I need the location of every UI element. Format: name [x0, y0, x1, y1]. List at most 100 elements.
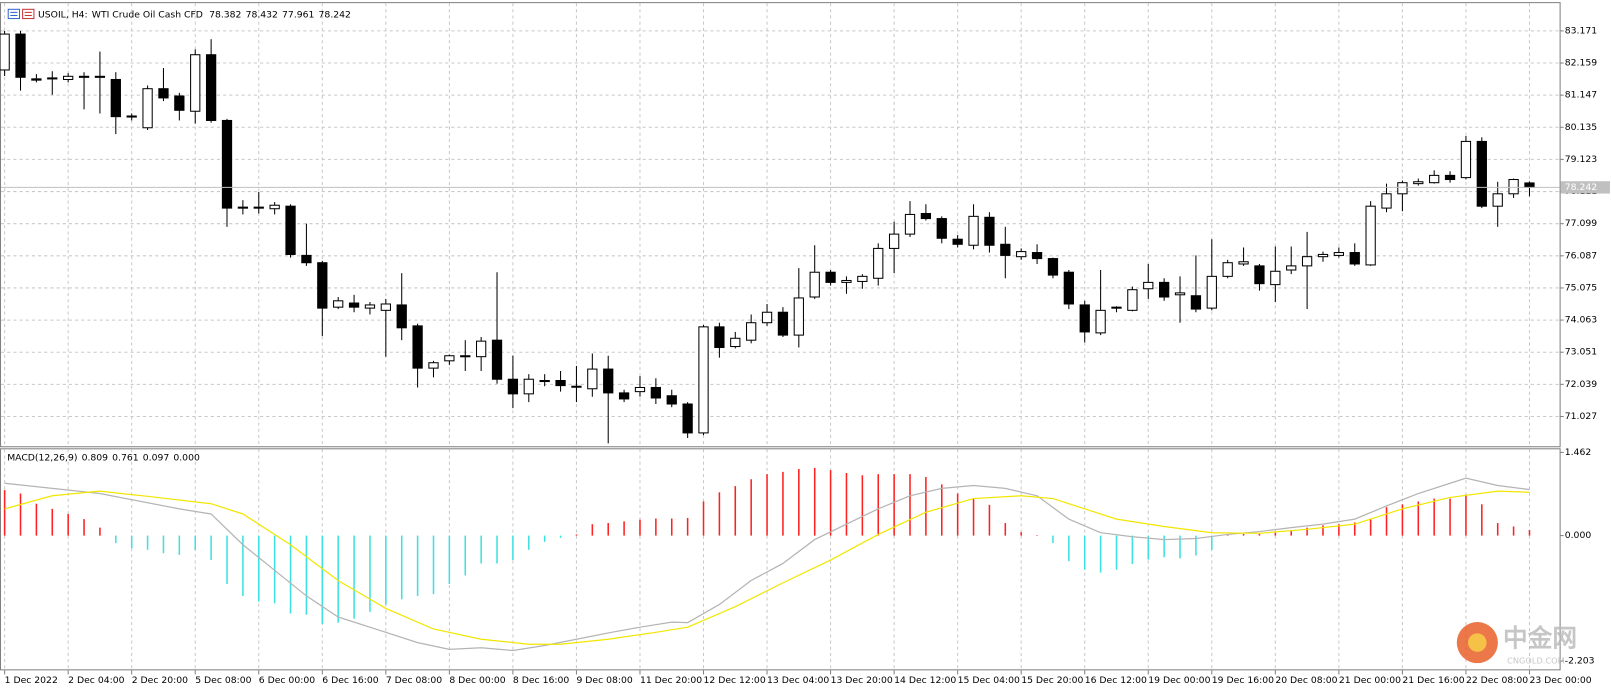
candle-body: [126, 115, 137, 118]
candle-body: [412, 325, 423, 369]
candle-body: [0, 33, 10, 71]
candle-body: [587, 368, 598, 390]
x-tick-label: 11 Dec 20:00: [640, 675, 702, 686]
candle-body: [571, 385, 582, 388]
x-tick-label: 6 Dec 00:00: [259, 675, 315, 686]
x-tick-label: 21 Dec 16:00: [1402, 675, 1464, 686]
candle-body: [1047, 258, 1059, 276]
candle-body: [825, 271, 836, 283]
candle-body: [793, 297, 804, 336]
candle-body: [396, 304, 407, 329]
candle-body: [1301, 256, 1313, 267]
candle-body: [1190, 295, 1202, 310]
last-price-label: 78.242: [1565, 182, 1597, 193]
x-tick-label: 21 Dec 00:00: [1339, 675, 1401, 686]
symbol-icon: [7, 8, 35, 20]
candle-body: [984, 216, 995, 246]
macd-readout: 0.000: [173, 452, 200, 463]
candle-body: [364, 304, 376, 309]
candle-body: [1524, 182, 1535, 188]
candle-body: [666, 395, 677, 405]
x-tick-label: 22 Dec 08:00: [1466, 675, 1528, 686]
candle-body: [31, 78, 42, 81]
y-tick-label: 1.462: [1565, 447, 1591, 458]
candle-body: [253, 206, 264, 209]
watermark-site: CNGOLD.COM: [1507, 656, 1565, 666]
candle-body: [1016, 251, 1027, 258]
candle-body: [237, 206, 249, 209]
y-tick-label: 75.075: [1565, 282, 1597, 293]
x-tick-label: 19 Dec 00:00: [1148, 675, 1210, 686]
candle-body: [15, 33, 26, 78]
candle-body: [777, 311, 789, 336]
candle-body: [444, 355, 455, 362]
candle-body: [94, 75, 106, 78]
x-tick-label: 20 Dec 08:00: [1275, 675, 1337, 686]
candle-body: [491, 339, 503, 380]
x-tick-label: 19 Dec 16:00: [1212, 675, 1274, 686]
macd-panel: [0, 448, 1561, 671]
macd-readout: 0.097: [143, 452, 170, 463]
macd-readout: 0.809: [82, 452, 109, 463]
candle-body: [1206, 275, 1217, 309]
candle-body: [1317, 253, 1329, 258]
candle-body: [269, 204, 280, 210]
candle-body: [1413, 181, 1424, 185]
y-tick-label: 82.159: [1565, 58, 1597, 69]
y-tick-label: 76.087: [1565, 250, 1597, 261]
candle-body: [1508, 179, 1519, 195]
x-tick-label: 13 Dec 04:00: [767, 675, 829, 686]
candle-body: [1159, 281, 1170, 298]
x-tick-label: 15 Dec 04:00: [958, 675, 1020, 686]
candle-body: [1254, 265, 1265, 285]
candle-body: [904, 213, 916, 235]
candle-body: [190, 54, 201, 112]
y-tick-label: 74.063: [1565, 315, 1597, 326]
x-tick-label: 8 Dec 00:00: [449, 675, 505, 686]
high-readout: 78.432: [246, 9, 278, 20]
candle-body: [348, 302, 360, 308]
candle-body: [158, 88, 169, 99]
candle-body: [63, 75, 74, 81]
candle-body: [1238, 261, 1249, 265]
x-tick-label: 13 Dec 20:00: [831, 675, 893, 686]
y-tick-label: 72.039: [1565, 379, 1597, 390]
candle-body: [1397, 182, 1408, 195]
candle-body: [809, 271, 820, 298]
candle-body: [746, 322, 757, 341]
candle-body: [507, 378, 519, 395]
candle-body: [618, 392, 630, 400]
candle-body: [555, 379, 566, 387]
watermark: 中金网 CNGOLD.COM: [1456, 622, 1577, 666]
candle-body: [1476, 140, 1487, 207]
x-tick-label: 5 Dec 08:00: [195, 675, 251, 686]
candle-body: [1349, 252, 1360, 265]
x-tick-label: 8 Dec 16:00: [513, 675, 569, 686]
y-tick-label: 79.123: [1565, 154, 1597, 165]
close-readout: 78.242: [319, 9, 351, 20]
candle-body: [1381, 193, 1392, 209]
candle-body: [142, 88, 153, 129]
low-readout: 77.961: [282, 9, 314, 20]
x-tick-label: 7 Dec 08:00: [386, 675, 442, 686]
candle-body: [714, 326, 725, 349]
y-tick-label: 71.027: [1565, 411, 1597, 422]
open-readout: 78.382: [209, 9, 241, 20]
candle-body: [1174, 292, 1186, 296]
chart-header: USOIL, H4: WTI Crude Oil Cash CFD 78.382 78…: [38, 9, 351, 20]
candle-body: [1460, 140, 1472, 179]
last-price-tag: [1560, 181, 1610, 194]
symbol: USOIL, H4:: [38, 9, 88, 20]
candle-body: [380, 303, 391, 311]
x-tick-label: 2 Dec 04:00: [68, 675, 124, 686]
candle-body: [47, 77, 58, 80]
candle-body: [333, 300, 344, 308]
y-tick-label: 77.099: [1565, 218, 1597, 229]
x-tick-label: 15 Dec 20:00: [1021, 675, 1083, 686]
y-tick-label: 0.000: [1565, 530, 1592, 541]
candle-body: [523, 378, 534, 395]
candle-body: [968, 215, 979, 246]
candle-body: [952, 238, 963, 245]
candle-body: [1063, 271, 1074, 305]
